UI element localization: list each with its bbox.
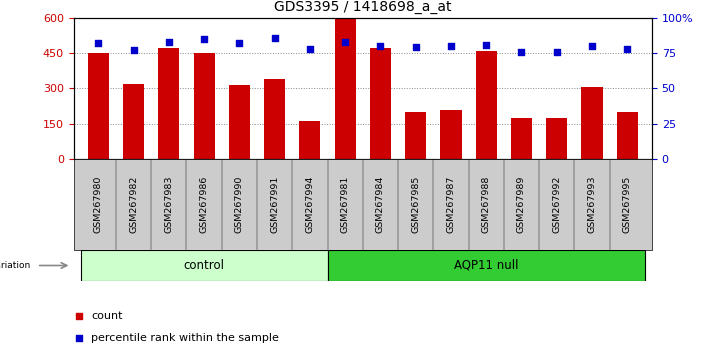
Bar (334, 18, 355, 159)
Bar (81, 250, 327, 281)
Bar (193, 53, 215, 159)
Text: GSM267988: GSM267988 (482, 176, 491, 233)
Point (93, 40, 104, 46)
Point (375, 43, 386, 49)
Text: GSM267992: GSM267992 (552, 176, 562, 233)
Text: GSM267982: GSM267982 (129, 176, 138, 233)
Bar (88, 53, 109, 159)
Text: GSM267986: GSM267986 (200, 176, 209, 233)
Bar (370, 48, 391, 159)
Text: control: control (184, 259, 224, 272)
Bar (123, 84, 144, 159)
Text: GSM267983: GSM267983 (164, 176, 173, 233)
Point (74, 335, 85, 341)
Text: GSM267993: GSM267993 (587, 176, 597, 233)
Bar (546, 118, 567, 159)
Text: GSM267989: GSM267989 (517, 176, 526, 233)
Bar (405, 112, 426, 159)
Text: count: count (91, 311, 123, 321)
Point (74, 314, 85, 319)
Bar (511, 118, 532, 159)
Point (551, 49, 562, 55)
Text: GSM267995: GSM267995 (622, 176, 632, 233)
Text: GSM267990: GSM267990 (235, 176, 244, 233)
Point (304, 46, 315, 52)
Point (516, 49, 527, 55)
Point (269, 35, 280, 40)
Bar (581, 87, 603, 159)
Point (233, 40, 245, 46)
Point (198, 36, 210, 42)
Bar (327, 250, 645, 281)
Point (339, 39, 350, 45)
Bar (264, 79, 285, 159)
Bar (158, 48, 179, 159)
Text: GSM267987: GSM267987 (447, 176, 456, 233)
Bar (475, 51, 497, 159)
Bar (299, 121, 320, 159)
Point (128, 47, 139, 53)
Point (163, 39, 175, 45)
Text: GSM267981: GSM267981 (341, 176, 350, 233)
Text: GSM267984: GSM267984 (376, 176, 385, 233)
Point (481, 42, 492, 47)
Text: GSM267980: GSM267980 (94, 176, 103, 233)
Text: GSM267985: GSM267985 (411, 176, 420, 233)
Text: AQP11 null: AQP11 null (454, 259, 519, 272)
Bar (617, 112, 638, 159)
Text: genotype/variation: genotype/variation (0, 261, 31, 270)
Point (410, 45, 421, 50)
Text: GSM267994: GSM267994 (306, 176, 314, 233)
Text: percentile rank within the sample: percentile rank within the sample (91, 332, 279, 343)
Bar (229, 85, 250, 159)
Title: GDS3395 / 1418698_a_at: GDS3395 / 1418698_a_at (274, 0, 451, 14)
Text: GSM267991: GSM267991 (270, 176, 279, 233)
Point (622, 46, 633, 52)
Point (586, 43, 597, 49)
Bar (440, 110, 461, 159)
Point (445, 43, 456, 49)
